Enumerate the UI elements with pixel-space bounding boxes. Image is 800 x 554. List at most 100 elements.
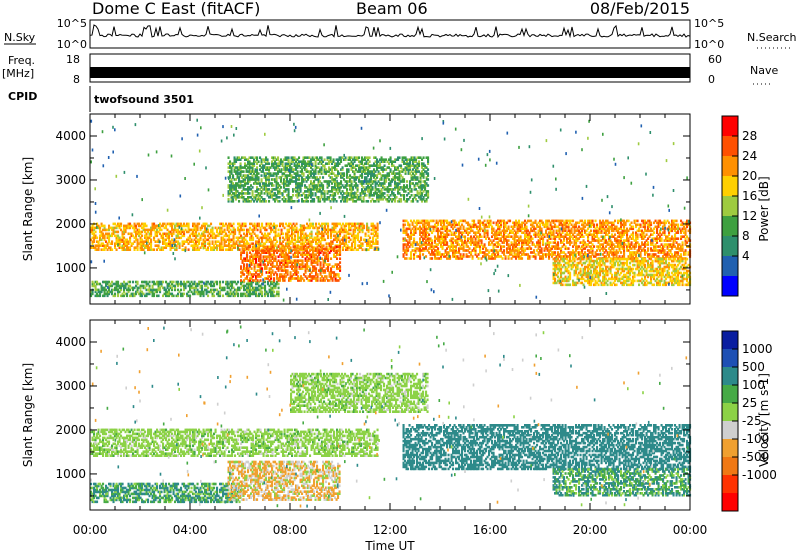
echo-cell [422,247,425,250]
echo-cell [124,292,127,296]
echo-cell [468,247,471,250]
nave-tick-low: 0 [708,73,715,86]
echo-cell [208,232,211,236]
echo-cell [243,228,246,232]
echo-cell [363,224,366,228]
echo-cell [238,236,241,240]
echo-cell [136,230,139,234]
echo-cell [286,271,289,274]
echo-cell [435,237,438,240]
echo-cell [413,229,416,233]
echo-cell [444,243,447,246]
echo-cell [268,226,271,230]
echo-cell [343,228,346,232]
echo-cell [259,286,262,290]
echo-cell [105,284,108,288]
echo-cell [118,226,121,230]
echo-cell [351,248,354,251]
echo-cell [265,240,268,243]
echo-cell [375,240,378,243]
echo-cell [271,263,274,266]
echo-cell [265,259,268,262]
echo-cell [196,224,199,228]
echo-cell [416,219,419,223]
echo-cell [255,286,258,290]
echo-cell [237,280,240,284]
echo-cell [243,222,246,226]
echo-cell [213,248,216,251]
echo-cell [270,228,273,232]
echo-cell [328,247,331,251]
echo-cell [247,228,250,232]
echo-cell [286,259,289,262]
echo-cell [301,265,304,268]
echo-cell [270,282,273,286]
echo-cell [177,294,180,298]
echo-cell [273,259,276,262]
echo-cell [172,294,175,298]
echo-cell [294,273,297,276]
echo-cell [286,257,289,260]
echo-cell [428,243,431,246]
echo-cell [446,229,449,233]
echo-cell [304,236,307,240]
echo-cell [304,238,307,242]
echo-cell [455,235,458,238]
echo-cell [419,225,422,229]
echo-cell [147,240,150,243]
echo-cell [142,280,145,284]
echo-cell [252,230,255,234]
echo-cell [177,232,180,236]
echo-cell [435,243,438,246]
echo-cell [313,267,316,270]
echo-cell [220,240,223,243]
echo-cell [162,224,165,228]
echo-cell [300,279,303,282]
echo-cell [444,237,447,240]
echo-cell [431,245,434,248]
echo-cell [96,222,99,226]
echo-cell [235,292,238,296]
echo-cell [440,227,443,231]
echo-cell [97,226,100,230]
echo-cell [114,288,117,292]
echo-cell [127,232,130,236]
echo-cell [324,269,327,272]
echo-cell [331,247,334,251]
echo-cell [90,230,93,234]
echo-cell [346,248,349,251]
echo-cell [283,273,286,276]
echo-cell [321,279,324,282]
echo-cell [411,249,414,252]
echo-cell [148,280,151,284]
echo-cell [313,277,316,280]
echo-cell [156,288,159,292]
echo-cell [132,286,135,290]
echo-cell [459,231,462,234]
echo-cell [135,290,138,294]
echo-cell [243,240,246,243]
echo-cell [232,244,235,247]
echo-cell [273,273,276,276]
echo-cell [549,241,552,244]
echo-cell [142,284,145,288]
echo-cell [306,238,309,242]
echo-cell [204,234,207,238]
echo-cell [229,238,232,242]
echo-cell [231,244,234,247]
echo-cell [316,238,319,242]
echo-cell [444,225,447,229]
echo-cell [246,232,249,236]
echo-cell [452,219,455,223]
echo-cell [93,282,96,286]
echo-cell [250,255,253,258]
echo-cell [443,233,446,236]
echo-cell [292,226,295,230]
echo-cell [268,251,271,254]
echo-cell [327,267,330,270]
echo-cell [345,228,348,232]
echo-cell [103,288,106,292]
echo-cell [259,263,262,266]
echo-cell [318,232,321,236]
echo-cell [111,288,114,292]
